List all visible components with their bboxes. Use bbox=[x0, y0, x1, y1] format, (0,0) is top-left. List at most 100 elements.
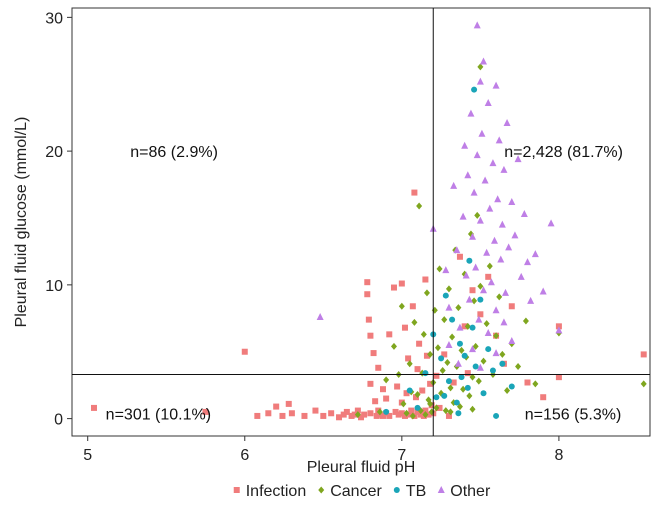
point-infection bbox=[285, 400, 292, 407]
point-tb bbox=[433, 394, 440, 401]
point-infection bbox=[408, 407, 415, 414]
point-infection bbox=[422, 276, 429, 283]
point-infection bbox=[414, 366, 421, 373]
point-infection bbox=[555, 374, 562, 381]
point-infection bbox=[392, 408, 399, 415]
point-other bbox=[472, 263, 480, 271]
point-infection bbox=[394, 383, 401, 390]
point-other bbox=[484, 98, 492, 106]
point-infection bbox=[411, 189, 418, 196]
point-infection bbox=[343, 408, 350, 415]
point-other bbox=[505, 243, 513, 251]
point-infection bbox=[422, 407, 429, 414]
point-cancer bbox=[532, 380, 539, 388]
point-other bbox=[520, 209, 528, 217]
point-cancer bbox=[400, 400, 407, 408]
legend-label-infection: Infection bbox=[246, 483, 306, 500]
point-other bbox=[508, 337, 516, 345]
point-infection bbox=[386, 331, 393, 338]
point-infection bbox=[340, 411, 347, 418]
point-infection bbox=[398, 280, 405, 287]
point-infection bbox=[336, 414, 343, 421]
point-infection bbox=[450, 379, 457, 386]
legend-key-infection bbox=[233, 487, 240, 493]
point-other bbox=[469, 232, 477, 240]
legend-label-cancer: Cancer bbox=[330, 483, 382, 500]
point-cancer bbox=[496, 293, 503, 301]
point-cancer bbox=[504, 387, 511, 395]
point-infection bbox=[395, 411, 402, 418]
quadrant-count-label: n=86 (2.9%) bbox=[130, 144, 218, 161]
point-infection bbox=[279, 412, 286, 419]
point-infection bbox=[390, 284, 397, 291]
point-cancer bbox=[460, 385, 467, 393]
point-tb bbox=[471, 86, 478, 93]
point-cancer bbox=[464, 322, 471, 330]
point-other bbox=[481, 176, 489, 184]
point-infection bbox=[375, 364, 382, 371]
point-other bbox=[495, 136, 503, 144]
point-infection bbox=[354, 407, 361, 414]
point-cancer bbox=[427, 400, 434, 408]
point-tb bbox=[445, 378, 452, 385]
point-tb bbox=[466, 257, 473, 264]
point-infection bbox=[265, 410, 272, 417]
point-other bbox=[497, 255, 505, 263]
point-cancer bbox=[403, 409, 410, 417]
point-cancer bbox=[522, 317, 529, 325]
point-other bbox=[492, 349, 500, 357]
point-tb bbox=[469, 324, 476, 331]
point-other bbox=[503, 119, 511, 127]
point-cancer bbox=[486, 262, 493, 270]
point-cancer bbox=[414, 391, 421, 399]
point-tb bbox=[449, 316, 456, 323]
point-tb bbox=[485, 346, 492, 353]
point-cancer bbox=[383, 376, 390, 384]
point-tb bbox=[477, 296, 484, 303]
quadrant-count-label: n=156 (5.3%) bbox=[525, 406, 622, 423]
point-other bbox=[478, 129, 486, 137]
point-infection bbox=[367, 410, 374, 417]
point-other bbox=[470, 188, 478, 196]
point-cancer bbox=[409, 412, 416, 420]
point-cancer bbox=[449, 333, 456, 341]
legend-key-cancer bbox=[318, 486, 325, 494]
point-other bbox=[483, 248, 491, 256]
point-other bbox=[316, 312, 324, 320]
point-infection bbox=[417, 411, 424, 418]
point-cancer bbox=[458, 346, 465, 354]
point-tb bbox=[453, 399, 460, 406]
point-tb bbox=[464, 384, 471, 391]
point-infection bbox=[364, 291, 371, 298]
x-axis-title: Pleural fluid pH bbox=[307, 459, 416, 476]
point-cancer bbox=[444, 358, 451, 366]
point-other bbox=[453, 246, 461, 254]
point-other bbox=[511, 231, 519, 239]
point-other bbox=[514, 155, 522, 163]
x-tick-label: 6 bbox=[240, 447, 249, 464]
point-tb bbox=[458, 374, 465, 381]
point-cancer bbox=[472, 342, 479, 350]
point-other bbox=[492, 81, 500, 89]
point-cancer bbox=[480, 357, 487, 365]
point-other bbox=[492, 306, 500, 314]
point-infection bbox=[414, 408, 421, 415]
point-tb bbox=[472, 363, 479, 370]
point-other bbox=[491, 236, 499, 244]
point-other bbox=[467, 109, 475, 117]
point-infection bbox=[416, 340, 423, 347]
point-infection bbox=[433, 372, 440, 379]
point-cancer bbox=[447, 384, 454, 392]
point-infection bbox=[386, 412, 393, 419]
point-other bbox=[547, 219, 555, 227]
point-other bbox=[539, 287, 547, 295]
point-infection bbox=[461, 323, 468, 330]
y-tick-label: 0 bbox=[54, 412, 63, 429]
point-tb bbox=[499, 360, 506, 367]
point-infection bbox=[320, 412, 327, 419]
point-other bbox=[502, 288, 509, 296]
y-axis-title: Pleural fluid glucose (mmol/L) bbox=[13, 117, 30, 328]
x-tick-label: 7 bbox=[397, 447, 406, 464]
point-other bbox=[464, 171, 472, 179]
point-infection bbox=[464, 370, 471, 377]
